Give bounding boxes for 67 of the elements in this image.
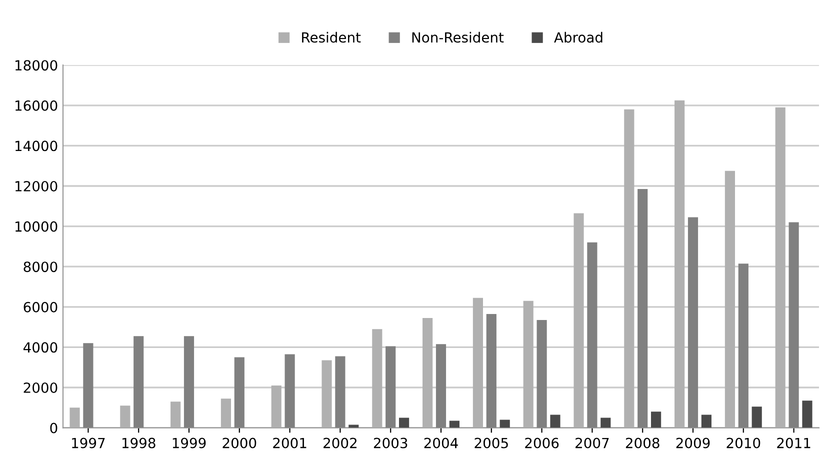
bar [399, 418, 410, 428]
y-tick-label: 10000 [15, 221, 58, 232]
legend-label: Non-Resident [412, 32, 504, 43]
y-tick-label: 14000 [15, 140, 58, 152]
bar [775, 107, 786, 428]
bar [688, 217, 698, 428]
x-tick-label: 1998 [122, 438, 156, 448]
bar [134, 336, 144, 428]
bar [752, 406, 762, 428]
legend-label: Resident [302, 32, 361, 43]
bar [802, 400, 812, 428]
y-tick-label: 16000 [15, 100, 58, 111]
bar [600, 418, 611, 428]
bar [70, 408, 80, 428]
y-tick-label: 8000 [24, 262, 58, 272]
bar [638, 189, 648, 428]
x-tick-label: 2001 [273, 438, 306, 448]
bar [788, 222, 799, 428]
legend-label: Abroad [554, 32, 602, 43]
bar [436, 344, 446, 428]
bar [170, 402, 181, 428]
bar [587, 242, 598, 428]
x-tick-label: 2007 [576, 438, 609, 448]
bar [83, 343, 94, 428]
x-tick-label: 2009 [676, 438, 710, 448]
x-tick-label: 2000 [222, 438, 256, 448]
bar [234, 357, 244, 428]
bar [271, 385, 282, 428]
bar [701, 414, 712, 428]
bar [322, 360, 332, 428]
x-tick-label: 1999 [172, 438, 206, 448]
x-tick-label: 2010 [726, 438, 760, 448]
bar [284, 354, 295, 428]
bar [422, 318, 433, 428]
x-tick-label: 2003 [374, 438, 408, 448]
x-tick-label: 1997 [72, 438, 105, 448]
bar [574, 213, 584, 428]
bar [550, 414, 560, 428]
x-tick-label: 2011 [777, 438, 810, 448]
bar [386, 346, 396, 428]
x-tick-label: 2005 [474, 438, 508, 448]
y-tick-label: 4000 [23, 342, 58, 353]
bar [335, 356, 346, 428]
bar [472, 298, 483, 428]
bar [486, 314, 496, 428]
bar [449, 420, 460, 428]
y-tick-label: 12000 [15, 180, 58, 192]
bar [500, 420, 510, 428]
y-tick-label: 6000 [24, 302, 58, 312]
y-tick-label: 0 [50, 422, 58, 434]
bar [372, 329, 382, 428]
x-tick-label: 2008 [626, 438, 660, 448]
x-tick-label: 2006 [525, 438, 559, 448]
bar [184, 336, 194, 428]
x-tick-label: 2004 [424, 438, 458, 448]
bar [220, 398, 231, 428]
bar [651, 412, 662, 428]
bar [738, 264, 748, 428]
bar [536, 320, 547, 428]
bar [523, 300, 534, 428]
bar [120, 406, 130, 428]
bar [724, 170, 735, 428]
y-tick-label: 18000 [15, 60, 58, 71]
x-tick-label: 2002 [324, 438, 356, 448]
bar [624, 109, 634, 428]
y-tick-label: 2000 [24, 382, 58, 393]
bar [674, 100, 685, 428]
